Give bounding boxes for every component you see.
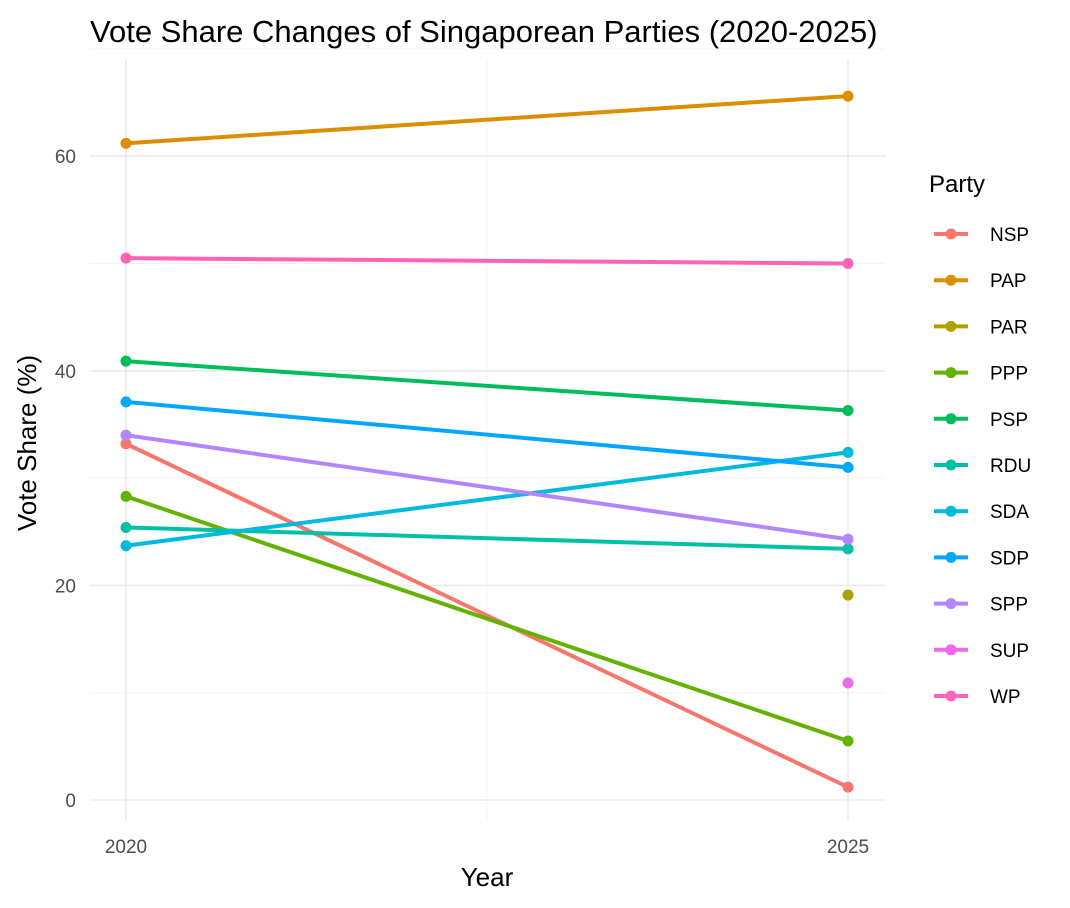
y-tick-label: 20 <box>55 576 76 597</box>
series-pap <box>120 90 854 149</box>
legend-label: PAP <box>990 271 1027 292</box>
legend-label: PPP <box>990 364 1028 385</box>
legend: Party NSP PAP PAR PPP PSP RDU SDA SDP SPP SUP WP <box>929 171 1031 708</box>
legend-item-rdu: RDU <box>934 456 1031 477</box>
series-line-psp <box>125 359 849 413</box>
legend-key-point <box>945 551 957 563</box>
series-line-sda <box>125 450 849 548</box>
legend-items: NSP PAP PAR PPP PSP RDU SDA SDP SPP SUP WP <box>934 225 1031 708</box>
x-axis-ticks: 2020 2025 <box>105 837 869 858</box>
legend-key-point <box>945 274 957 286</box>
series-line-pap <box>125 94 849 146</box>
legend-label: RDU <box>990 456 1031 477</box>
series-sup <box>842 677 854 689</box>
series-sdp <box>120 396 854 473</box>
series-line-wp <box>125 256 849 266</box>
data-point-sdp <box>120 396 132 408</box>
legend-item-pap: PAP <box>934 271 1027 292</box>
data-point-rdu <box>842 543 854 555</box>
legend-item-sup: SUP <box>934 641 1029 662</box>
legend-label: PAR <box>990 317 1028 338</box>
series-ppp <box>120 490 854 747</box>
data-point-sda <box>120 540 132 552</box>
legend-label: SDA <box>990 502 1029 523</box>
series-line-spp <box>125 433 849 542</box>
series-line-nsp <box>125 441 849 789</box>
data-point-pap <box>842 90 854 102</box>
legend-item-psp: PSP <box>934 410 1028 431</box>
legend-key-point <box>945 644 957 656</box>
y-axis-ticks: 0 20 40 60 <box>55 147 76 812</box>
data-point-par <box>842 589 854 601</box>
data-point-wp <box>842 258 854 269</box>
data-point-ppp <box>120 490 132 502</box>
legend-item-sda: SDA <box>934 502 1029 523</box>
legend-label: SDP <box>990 548 1029 569</box>
series-par <box>842 589 854 601</box>
data-point-nsp <box>842 781 854 793</box>
data-point-psp <box>842 405 854 417</box>
chart-title: Vote Share Changes of Singaporean Partie… <box>90 14 878 49</box>
legend-key-point <box>945 367 957 379</box>
data-point-spp <box>842 533 854 545</box>
legend-key-point <box>945 413 957 425</box>
data-point-wp <box>120 252 132 264</box>
series-sda <box>120 446 854 552</box>
y-axis-title: Vote Share (%) <box>12 355 42 531</box>
data-point-rdu <box>120 521 132 533</box>
legend-key-point <box>945 459 957 471</box>
data-point-pap <box>120 137 132 149</box>
x-tick-label: 2020 <box>105 837 147 858</box>
legend-item-sdp: SDP <box>934 548 1029 569</box>
series-line-ppp <box>125 494 849 743</box>
legend-item-ppp: PPP <box>934 364 1028 385</box>
legend-key-point <box>945 598 957 610</box>
legend-item-par: PAR <box>934 317 1028 338</box>
y-tick-label: 40 <box>55 362 76 383</box>
legend-key-point <box>945 690 957 702</box>
legend-key-point <box>945 320 957 332</box>
data-point-sdp <box>842 461 854 473</box>
legend-label: SUP <box>990 641 1029 662</box>
data-point-sup <box>842 677 854 689</box>
series-wp <box>120 252 854 269</box>
x-axis-title: Year <box>461 862 514 892</box>
series-nsp <box>120 438 854 793</box>
legend-label: PSP <box>990 410 1028 431</box>
x-tick-label: 2025 <box>827 837 869 858</box>
series-line-sdp <box>125 399 849 470</box>
data-point-spp <box>120 429 132 441</box>
legend-item-wp: WP <box>934 687 1021 708</box>
legend-title: Party <box>929 171 985 198</box>
y-tick-label: 0 <box>65 791 76 812</box>
series-spp <box>120 429 854 545</box>
grid-layer <box>90 48 885 820</box>
legend-label: WP <box>990 687 1021 708</box>
legend-key-point <box>945 505 957 517</box>
series-psp <box>120 355 854 417</box>
y-tick-label: 60 <box>55 147 76 168</box>
legend-label: SPP <box>990 595 1028 616</box>
legend-key-point <box>945 228 957 240</box>
legend-label: NSP <box>990 225 1029 246</box>
legend-item-spp: SPP <box>934 595 1028 616</box>
legend-item-nsp: NSP <box>934 225 1029 246</box>
data-point-ppp <box>842 735 854 747</box>
series-layer <box>120 90 854 793</box>
data-point-psp <box>120 355 132 367</box>
data-point-sda <box>842 446 854 458</box>
data-point-nsp <box>120 438 132 450</box>
